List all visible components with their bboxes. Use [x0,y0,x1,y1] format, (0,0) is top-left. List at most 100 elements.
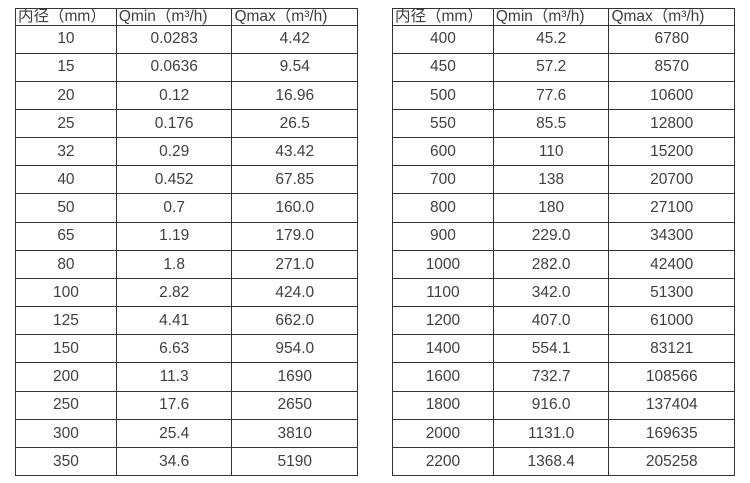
table-cell: 57.2 [492,52,610,82]
column-header-qmax: Qmax（m³/h) [608,8,735,26]
table-cell: 15200 [608,137,735,167]
table-cell: 77.6 [492,80,610,110]
table-cell: 200 [15,362,117,392]
table-row: 32 0.29 43.42 [15,137,358,167]
table-cell: 138 [492,165,610,195]
table-cell: 2.82 [115,277,233,308]
table-cell: 700 [392,165,494,195]
table-cell: 108566 [608,362,735,392]
table-cell: 350 [15,446,117,477]
table-cell: 300 [15,418,117,448]
table-cell: 43.42 [231,137,358,167]
column-header-qmin: Qmin（m³/h) [492,8,610,26]
table-row: 700 138 20700 [392,165,735,195]
table-row: 50 0.7 160.0 [15,193,358,223]
table-cell: 32 [15,137,117,167]
table-row: 2200 1368.4 205258 [392,446,735,477]
table-cell: 0.7 [115,193,233,223]
table-cell: 342.0 [492,277,610,308]
table-row: 10 0.0283 4.42 [15,24,358,54]
table-cell: 67.85 [231,165,358,195]
table-cell: 400 [392,24,494,54]
table-row: 15 0.0636 9.54 [15,52,358,82]
table-cell: 282.0 [492,249,610,279]
table-cell: 51300 [608,277,735,308]
table-cell: 9.54 [231,52,358,82]
table-cell: 0.0636 [115,52,233,82]
table-cell: 1400 [392,334,494,364]
table-row: 250 17.6 2650 [15,390,358,420]
table-cell: 732.7 [492,362,610,392]
table-row: 550 85.5 12800 [392,108,735,139]
table-cell: 26.5 [231,108,358,139]
column-header-diameter: 内径（mm） [392,8,494,26]
table-row: 1000 282.0 42400 [392,249,735,279]
table-cell: 662.0 [231,306,358,336]
table-row: 25 0.176 26.5 [15,108,358,139]
table-cell: 800 [392,193,494,223]
table-cell: 424.0 [231,277,358,308]
table-cell: 900 [392,221,494,251]
table-cell: 554.1 [492,334,610,364]
table-cell: 12800 [608,108,735,139]
column-header-qmin: Qmin（m³/h) [115,8,233,26]
table-cell: 1800 [392,390,494,420]
table-cell: 550 [392,108,494,139]
table-row: 1800 916.0 137404 [392,390,735,420]
table-cell: 2650 [231,390,358,420]
table-cell: 169635 [608,418,735,448]
table-cell: 65 [15,221,117,251]
table-row: 600 110 15200 [392,137,735,167]
table-row: 1100 342.0 51300 [392,277,735,308]
table-cell: 205258 [608,446,735,477]
table-cell: 25.4 [115,418,233,448]
table-cell: 6.63 [115,334,233,364]
table-row: 900 229.0 34300 [392,221,735,251]
table-row: 40 0.452 67.85 [15,165,358,195]
table-cell: 160.0 [231,193,358,223]
table-body: 10 0.0283 4.42 15 0.0636 9.54 20 0.12 16.96 25 0.1… [15,24,358,477]
table-cell: 500 [392,80,494,110]
table-cell: 2200 [392,446,494,477]
table-cell: 229.0 [492,221,610,251]
table-cell: 600 [392,137,494,167]
table-cell: 1690 [231,362,358,392]
table-row: 500 77.6 10600 [392,80,735,110]
table-cell: 11.3 [115,362,233,392]
table-cell: 10600 [608,80,735,110]
table-cell: 250 [15,390,117,420]
table-cell: 150 [15,334,117,364]
flow-spec-table-large-diameters: 内径（mm） Qmin（m³/h) Qmax（m³/h) 400 45.2 6780… [392,8,735,477]
table-cell: 4.42 [231,24,358,54]
table-cell: 179.0 [231,221,358,251]
table-cell: 271.0 [231,249,358,279]
table-cell: 61000 [608,306,735,336]
table-row: 125 4.41 662.0 [15,306,358,336]
table-cell: 407.0 [492,306,610,336]
table-cell: 6780 [608,24,735,54]
table-cell: 954.0 [231,334,358,364]
table-row: 1200 407.0 61000 [392,306,735,336]
table-cell: 80 [15,249,117,279]
table-cell: 125 [15,306,117,336]
table-row: 1400 554.1 83121 [392,334,735,364]
table-cell: 2000 [392,418,494,448]
table-cell: 0.12 [115,80,233,110]
table-cell: 17.6 [115,390,233,420]
table-cell: 27100 [608,193,735,223]
table-cell: 0.29 [115,137,233,167]
table-cell: 100 [15,277,117,308]
table-row: 800 180 27100 [392,193,735,223]
table-body: 400 45.2 6780 450 57.2 8570 500 77.6 10600 550 85.… [392,24,735,477]
table-cell: 137404 [608,390,735,420]
table-cell: 16.96 [231,80,358,110]
table-cell: 3810 [231,418,358,448]
table-cell: 85.5 [492,108,610,139]
table-row: 1600 732.7 108566 [392,362,735,392]
table-cell: 45.2 [492,24,610,54]
table-cell: 1600 [392,362,494,392]
table-cell: 83121 [608,334,735,364]
table-cell: 34.6 [115,446,233,477]
table-cell: 1.8 [115,249,233,279]
